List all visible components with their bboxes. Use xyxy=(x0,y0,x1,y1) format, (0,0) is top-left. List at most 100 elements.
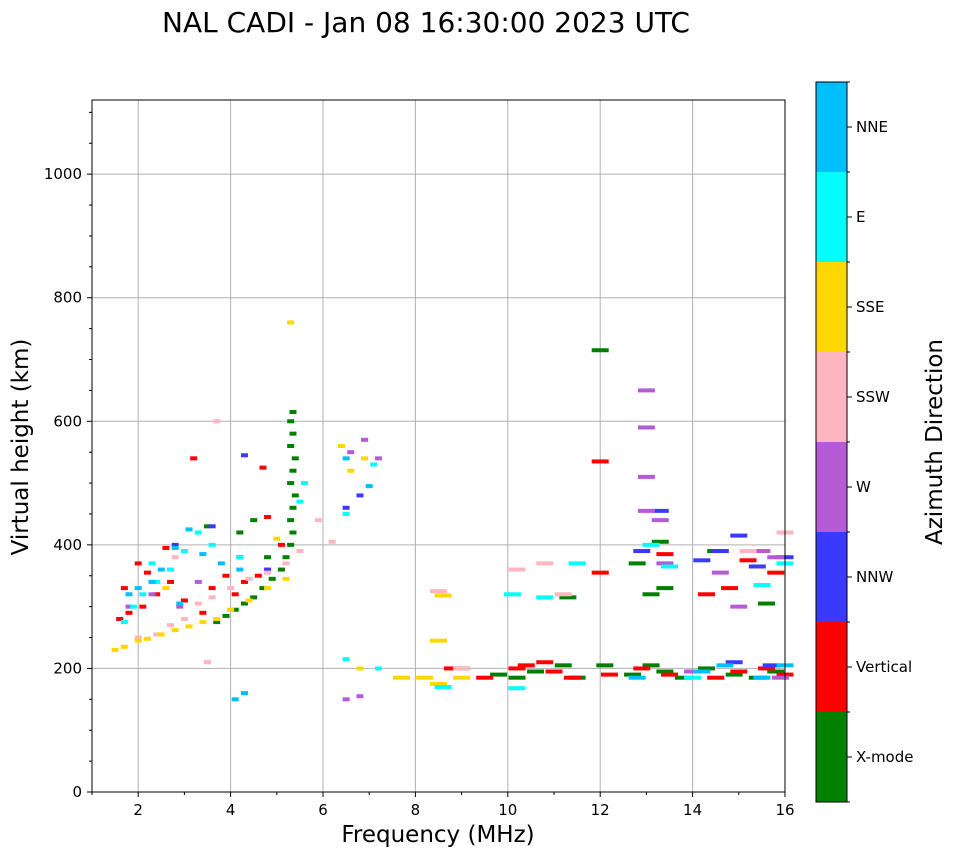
data-point-nne xyxy=(176,601,184,606)
data-point-sse xyxy=(361,456,369,461)
colorbar-segment xyxy=(816,532,847,622)
data-point-sse xyxy=(282,576,290,581)
data-point-e xyxy=(753,583,771,588)
x-tick-label: 2 xyxy=(133,801,143,819)
data-point-sse xyxy=(199,620,207,625)
data-point-x-mode xyxy=(591,348,609,353)
data-point-ssw xyxy=(245,576,253,581)
data-point-nnw xyxy=(693,558,711,563)
data-point-x-mode xyxy=(656,586,674,591)
data-point-nne xyxy=(240,691,248,696)
data-point-vertical xyxy=(545,669,563,674)
data-point-nnw xyxy=(762,663,780,668)
data-point-vertical xyxy=(120,586,128,591)
data-point-ssw xyxy=(171,555,179,560)
data-point-x-mode xyxy=(213,620,221,625)
data-point-nne xyxy=(753,675,771,680)
data-point-e xyxy=(120,620,128,625)
data-point-x-mode xyxy=(697,666,715,671)
data-point-x-mode xyxy=(642,663,660,668)
data-point-x-mode xyxy=(656,669,674,674)
data-point-x-mode xyxy=(204,524,211,529)
data-point-x-mode xyxy=(559,595,577,600)
data-point-x-mode xyxy=(758,601,776,606)
data-point-nne xyxy=(231,697,239,702)
data-point-sse xyxy=(264,586,272,591)
data-point-x-mode xyxy=(268,576,276,581)
data-point-sse xyxy=(162,586,170,591)
y-tick-label: 1000 xyxy=(44,165,82,183)
data-point-w xyxy=(771,675,789,680)
data-point-nnw xyxy=(342,505,350,510)
data-point-e xyxy=(296,499,304,504)
data-point-sse xyxy=(227,607,235,612)
data-point-e xyxy=(180,549,188,554)
data-point-e xyxy=(661,564,678,569)
data-point-nne xyxy=(236,567,244,572)
data-point-e xyxy=(568,561,586,566)
data-point-x-mode xyxy=(240,601,248,606)
data-point-ssw xyxy=(739,549,757,554)
data-point-e xyxy=(139,592,147,597)
data-point-nnw xyxy=(171,542,179,547)
data-point-sse xyxy=(111,647,119,652)
grid-lines xyxy=(92,100,786,793)
data-point-nne xyxy=(157,567,165,572)
data-point-ssw xyxy=(227,586,235,591)
data-point-e xyxy=(434,684,452,689)
data-point-w xyxy=(637,508,655,513)
data-point-w xyxy=(374,456,382,461)
colorbar-label-w: W xyxy=(856,478,871,496)
data-point-e xyxy=(342,657,350,662)
data-point-ssw xyxy=(213,419,221,424)
data-point-x-mode xyxy=(725,672,743,677)
data-point-vertical xyxy=(563,675,581,680)
data-point-sse xyxy=(434,593,452,598)
data-point-nne xyxy=(365,484,373,489)
data-point-sse xyxy=(171,628,179,633)
data-point-x-mode xyxy=(628,561,646,566)
data-point-nne xyxy=(342,456,350,461)
data-point-x-mode xyxy=(490,672,508,677)
colorbar-label-nne: NNE xyxy=(856,118,888,136)
data-point-x-mode xyxy=(289,431,297,436)
data-point-x-mode xyxy=(674,675,692,680)
data-point-x-mode xyxy=(289,410,297,415)
data-point-vertical xyxy=(661,672,678,677)
data-point-vertical xyxy=(536,660,554,665)
data-point-ssw xyxy=(180,617,188,621)
data-point-x-mode xyxy=(767,669,785,674)
data-point-w xyxy=(730,604,748,609)
data-point-vertical xyxy=(591,459,609,464)
data-point-nnw xyxy=(730,533,748,538)
data-point-sse xyxy=(347,468,355,473)
data-point-x-mode xyxy=(236,530,244,535)
data-point-nne xyxy=(185,527,193,532)
data-point-x-mode xyxy=(287,542,295,547)
data-point-x-mode xyxy=(554,663,572,668)
data-point-e xyxy=(148,561,156,566)
data-point-w xyxy=(125,604,133,609)
data-point-nne xyxy=(716,663,734,668)
data-point-ssw xyxy=(153,632,161,637)
data-point-sse xyxy=(134,638,142,643)
data-point-ssw xyxy=(296,549,304,554)
x-tick-label: 4 xyxy=(226,801,236,819)
data-point-vertical xyxy=(240,579,248,584)
data-point-x-mode xyxy=(259,586,267,591)
data-point-x-mode xyxy=(642,592,660,597)
data-point-ssw xyxy=(536,561,554,566)
plot-area-frame xyxy=(91,99,786,793)
data-point-x-mode xyxy=(222,613,230,618)
y-axis-ticks: 0 200 400 600 800 1000 xyxy=(44,111,92,801)
colorbar-segment xyxy=(816,352,847,442)
data-point-nnw xyxy=(748,564,766,569)
x-tick-label: 14 xyxy=(683,801,702,819)
x-tick-label: 12 xyxy=(591,801,610,819)
data-point-ssw xyxy=(554,592,572,597)
data-point-ssw xyxy=(453,666,471,671)
data-point-nne xyxy=(199,552,207,557)
data-point-vertical xyxy=(143,570,151,575)
data-point-vertical xyxy=(180,598,188,603)
